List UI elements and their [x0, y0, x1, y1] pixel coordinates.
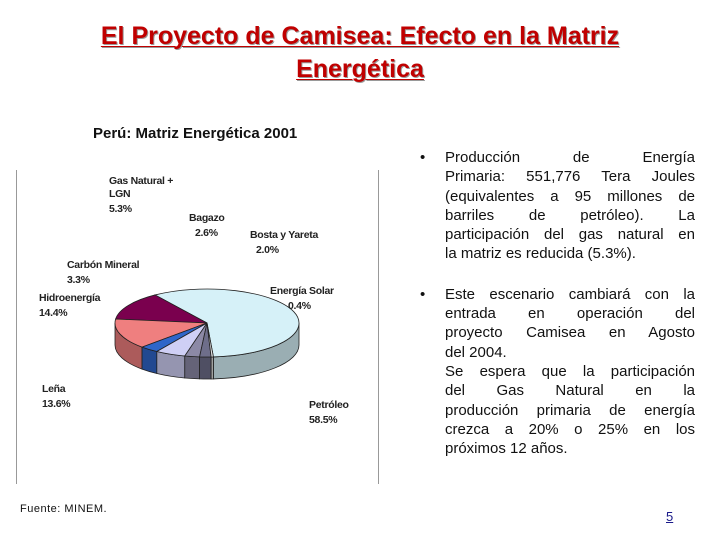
slide-title-line-2: Energética — [296, 55, 424, 83]
pie-slice-side — [199, 356, 212, 380]
page-number: 5 — [666, 509, 674, 524]
source-note: Fuente: MINEM. — [20, 503, 108, 515]
energy-matrix-pie-chart: Petróleo 58.5% Leña 13.6% Hidroenergía 14.4% C… — [39, 175, 349, 426]
bullet-line: participación del gas natural en — [445, 226, 695, 244]
pie-slice-label: Petróleo 58.5% — [309, 399, 349, 426]
bullet-line: (equivalentes a 95 millones de — [445, 187, 695, 205]
bullet-list: • Producción de Energía Primaria: 551,77… — [418, 148, 695, 458]
bullet-dot-icon: • — [420, 149, 426, 166]
pie-slice — [115, 294, 208, 324]
pie-slice — [114, 318, 208, 348]
pie-slice-label: Leña 13.6% — [42, 383, 71, 410]
bullet-line: barriles de petróleo). La — [445, 206, 695, 224]
pie-slice-label: Gas Natural + LGN 5.3% — [109, 175, 173, 215]
bullet-line: proyecto Camisea en Agosto — [445, 324, 695, 342]
chart-title: Perú: Matriz Energética 2001 — [93, 125, 298, 142]
pie-slice-side — [184, 355, 200, 380]
bullet-line: Se espera que la participación — [445, 362, 695, 380]
bullet-line: Este escenario cambiará con la — [445, 285, 695, 303]
slide-title: El Proyecto de Camisea: Efecto en la Mat… — [30, 20, 690, 86]
bullet-text: Este escenario cambiará con la entrada e… — [445, 285, 695, 459]
pie-slice-label: Bagazo 2.6% — [189, 212, 225, 239]
bullet-line: entrada en operación del — [445, 305, 695, 323]
chart-frame: Petróleo 58.5% Leña 13.6% Hidroenergía 14.4% C… — [16, 170, 379, 484]
pie-slice-label: Bosta y Yareta 2.0% — [250, 229, 318, 256]
bullet-line: producción primaria de energía — [445, 401, 695, 419]
slide-title-line-1: El Proyecto de Camisea: Efecto en la Mat… — [100, 22, 620, 50]
pie-slice — [206, 322, 214, 358]
bullet-text: Producción de Energía Primaria: 551,776 … — [445, 148, 695, 264]
pie-slice-label: Carbón Mineral 3.3% — [67, 259, 140, 286]
pie-slice — [153, 288, 300, 358]
bullet-item: • Producción de Energía Primaria: 551,77… — [418, 148, 695, 264]
bullet-dot-icon: • — [420, 285, 426, 303]
bullet-line: próximos 12 años. — [445, 440, 568, 458]
bullet-line: del Gas Natural en la — [445, 382, 695, 400]
bullet-line: Producción de Energía — [445, 149, 695, 166]
pie-slice-side — [210, 356, 214, 380]
pie-slice-label: Hidroenergía 14.4% — [39, 292, 101, 319]
pie-slice-label: Energía Solar 0.4% — [270, 285, 334, 312]
bullet-line: la matriz es reducida (5.3%). — [445, 245, 636, 263]
pie-labels-layer: Petróleo 58.5% Leña 13.6% Hidroenergía 14.4% C… — [39, 175, 349, 426]
bullet-item: • Este escenario cambiará con la entrada… — [418, 285, 695, 459]
pie-slices-layer — [114, 288, 300, 380]
bullet-line: Primaria: 551,776 Tera Joules — [445, 168, 695, 186]
bullet-line: del 2004. — [445, 343, 507, 361]
bullet-line: crezca a 20% o 25% en los — [445, 420, 695, 438]
